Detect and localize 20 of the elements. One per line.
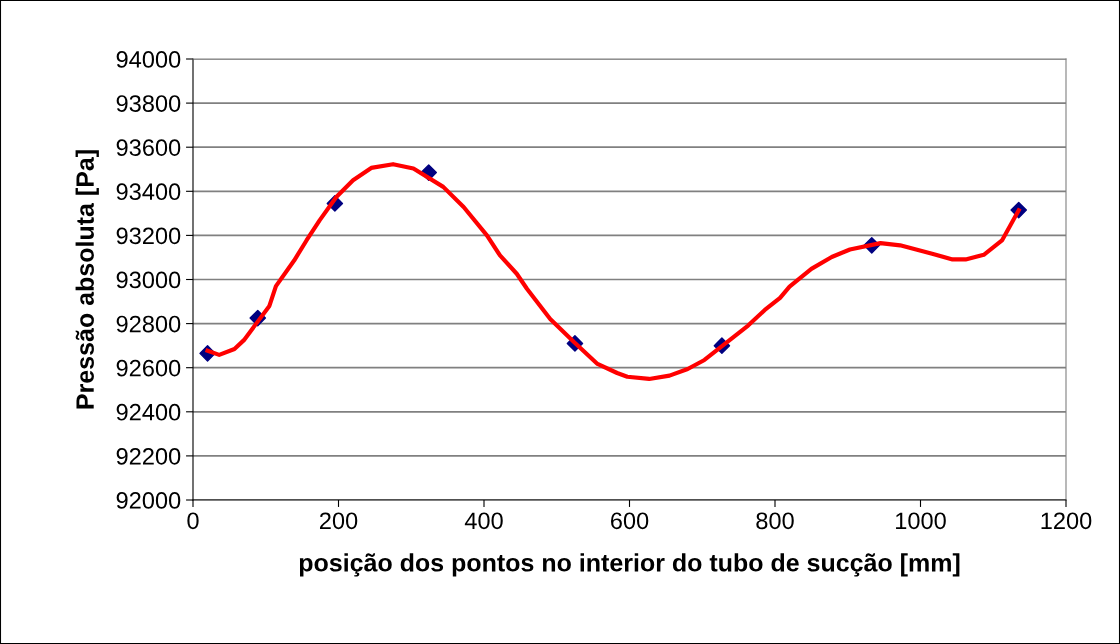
x-axis-title: posição dos pontos no interior do tubo de sucção [mm] — [299, 553, 960, 577]
x-tick-label: 200 — [319, 512, 358, 530]
x-tick-label: 800 — [756, 512, 794, 530]
y-tick-label: 92800 — [116, 315, 181, 333]
y-tick-label: 93800 — [116, 95, 181, 112]
x-tick-label: 400 — [464, 512, 503, 530]
y-tick-label: 93600 — [116, 139, 181, 156]
x-tick-label: 1200 — [1041, 512, 1092, 530]
y-tick-label: 93400 — [116, 183, 181, 201]
y-axis-title: Pressão absoluta [Pa] — [75, 150, 99, 409]
y-tick-label: 92400 — [116, 403, 181, 421]
x-tick-label: 0 — [187, 512, 199, 530]
y-tick-label: 92200 — [116, 447, 181, 465]
y-tick-label: 93200 — [116, 227, 181, 245]
y-tick-label: 93000 — [116, 271, 181, 289]
x-tick-label: 1000 — [896, 512, 946, 530]
y-tick-label: 92000 — [116, 492, 181, 509]
y-tick-label: 92600 — [116, 359, 181, 377]
y-tick-label: 94000 — [116, 51, 181, 68]
x-tick-label: 600 — [611, 512, 649, 530]
